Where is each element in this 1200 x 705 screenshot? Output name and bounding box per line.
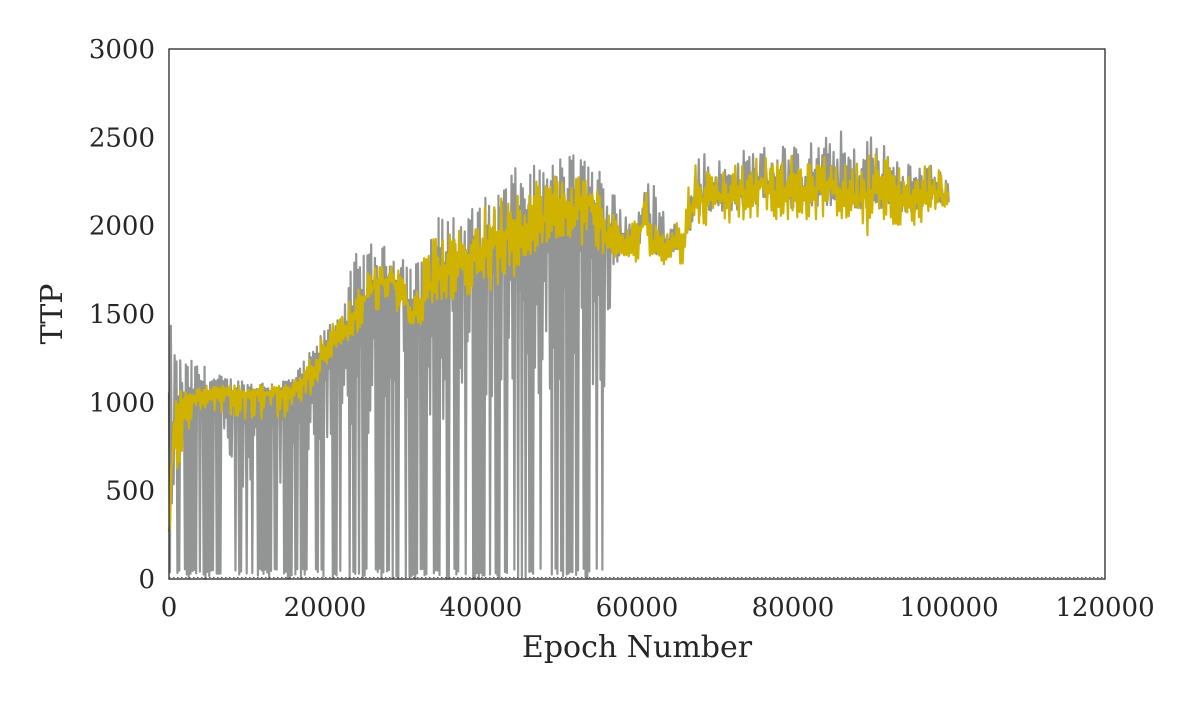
series-raw-line — [167, 130, 950, 581]
x-tick-label: 80000 — [752, 593, 835, 623]
plot-frame — [168, 48, 1106, 580]
y-axis-title: TTP — [35, 284, 70, 345]
y-axis-ticks: 0 500 1000 1500 2000 2500 3000 — [89, 35, 155, 595]
x-axis-title: Epoch Number — [522, 630, 753, 665]
x-axis-ticks: 0 20000 40000 60000 80000 100000 120000 — [161, 593, 1155, 623]
y-tick-label: 2500 — [89, 123, 155, 153]
series-smoothed-line — [167, 153, 950, 532]
y-tick-label: 500 — [105, 477, 155, 507]
x-tick-label: 20000 — [284, 593, 367, 623]
y-tick-label: 3000 — [89, 35, 155, 65]
y-tick-label: 1500 — [89, 300, 155, 330]
x-tick-label: 40000 — [440, 593, 523, 623]
x-tick-label: 100000 — [899, 593, 998, 623]
y-tick-label: 2000 — [89, 212, 155, 242]
x-tick-label: 60000 — [596, 593, 679, 623]
x-tick-label: 120000 — [1055, 593, 1154, 623]
x-tick-label: 0 — [161, 593, 178, 623]
y-tick-label: 0 — [138, 565, 155, 595]
series-layer — [167, 130, 950, 581]
y-tick-label: 1000 — [89, 388, 155, 418]
